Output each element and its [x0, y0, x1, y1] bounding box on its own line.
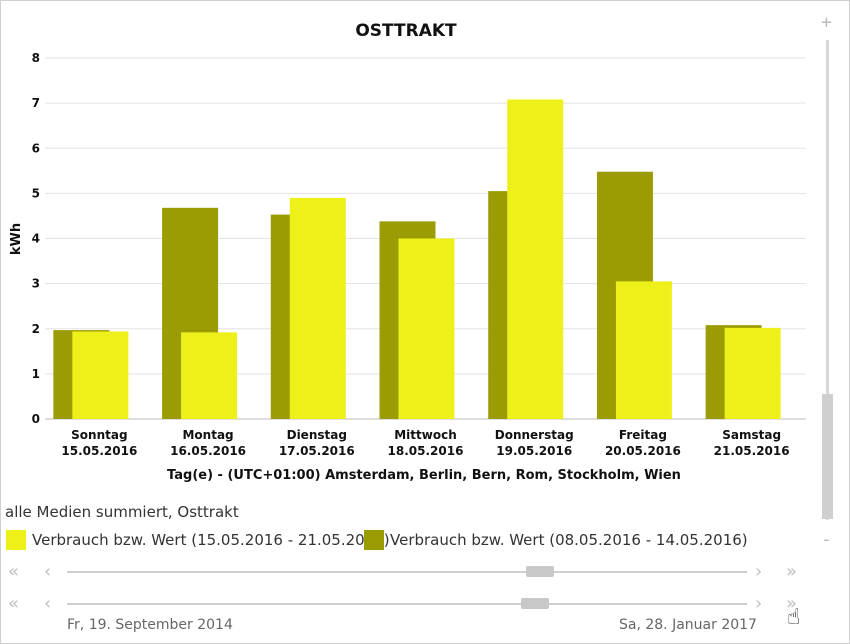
navigator-row-2: « ‹ › » [0, 592, 820, 616]
x-tick-label-date: 19.05.2016 [496, 444, 572, 458]
x-tick-label-date: 15.05.2016 [61, 444, 137, 458]
last-button-1[interactable]: » [786, 561, 798, 582]
next-button-2[interactable]: › [755, 593, 763, 614]
vertical-scroll-track[interactable] [826, 40, 829, 520]
x-tick-label-day: Sonntag [71, 428, 127, 442]
navigator-track-1[interactable] [67, 571, 747, 573]
first-button-1[interactable]: « [8, 561, 20, 582]
x-tick-label-day: Montag [182, 428, 233, 442]
legend-label-current: Verbrauch bzw. Wert (15.05.2016 - 21.05.… [32, 531, 390, 549]
next-button-1[interactable]: › [755, 561, 763, 582]
range-end-date: Sa, 28. Januar 2017 [619, 617, 757, 633]
bar-current [507, 99, 564, 419]
legend-item-previous[interactable]: Verbrauch bzw. Wert (08.05.2016 - 14.05.… [364, 529, 748, 551]
y-tick-label: 0 [32, 412, 40, 426]
x-tick-label-date: 20.05.2016 [605, 444, 681, 458]
bar-current [289, 197, 346, 419]
x-tick-label-day: Freitag [619, 428, 667, 442]
bar-current [615, 281, 672, 419]
bars [53, 99, 781, 419]
x-tick-label-date: 21.05.2016 [714, 444, 790, 458]
x-tick-label-date: 16.05.2016 [170, 444, 246, 458]
range-start-date: Fr, 19. September 2014 [67, 617, 233, 633]
legend-swatch-current [6, 530, 26, 550]
y-axis-label: kWh [9, 223, 24, 255]
legend-item-current[interactable]: Verbrauch bzw. Wert (15.05.2016 - 21.05.… [6, 529, 390, 551]
x-tick-label-day: Dienstag [287, 428, 347, 442]
x-tick-label-date: 17.05.2016 [279, 444, 355, 458]
y-tick-labels: 0 1 2 3 4 5 6 7 8 [32, 51, 40, 426]
prev-button-1[interactable]: ‹ [44, 561, 52, 582]
prev-button-2[interactable]: ‹ [44, 593, 52, 614]
bar-current [72, 331, 129, 419]
y-tick-label: 4 [32, 232, 40, 246]
vertical-scroll-handle[interactable] [822, 394, 833, 519]
navigator-handle-2[interactable] [521, 598, 549, 609]
zoom-in-button[interactable]: + [821, 12, 832, 33]
bar-current [181, 332, 238, 419]
x-tick-labels: Sonntag 15.05.2016 Montag 16.05.2016 Diensta… [61, 428, 789, 458]
last-button-2[interactable]: » [786, 593, 798, 614]
navigator-track-2[interactable] [67, 603, 747, 605]
bar-current [398, 238, 455, 419]
y-tick-label: 5 [32, 186, 40, 200]
bar-current [724, 327, 781, 419]
x-axis-label: Tag(e) - (UTC+01:00) Amsterdam, Berlin, … [167, 468, 681, 483]
x-tick-label-date: 18.05.2016 [388, 444, 464, 458]
hand-cursor-icon: ☝ [787, 605, 801, 630]
y-tick-label: 7 [32, 96, 40, 110]
y-tick-label: 1 [32, 367, 40, 381]
y-tick-label: 3 [32, 277, 40, 291]
zoom-out-button[interactable]: - [821, 529, 832, 550]
legend-swatch-previous [364, 530, 384, 550]
x-tick-label-day: Samstag [722, 428, 781, 442]
navigator-handle-1[interactable] [526, 566, 554, 577]
legend-caption: alle Medien summiert, Osttrakt [5, 503, 239, 521]
x-tick-label-day: Mittwoch [394, 428, 457, 442]
y-tick-label: 8 [32, 51, 40, 65]
chart-title: OSTTRAKT [355, 21, 457, 41]
x-tick-label-day: Donnerstag [495, 428, 574, 442]
first-button-2[interactable]: « [8, 593, 20, 614]
y-tick-label: 2 [32, 322, 40, 336]
legend-label-previous: Verbrauch bzw. Wert (08.05.2016 - 14.05.… [390, 531, 748, 549]
navigator-row-1: « ‹ › » [0, 560, 820, 584]
y-tick-label: 6 [32, 141, 40, 155]
bar-chart: OSTTRAKT kWh 0 1 2 3 4 5 6 7 8 Sonntag 15.05.2016… [9, 21, 806, 483]
